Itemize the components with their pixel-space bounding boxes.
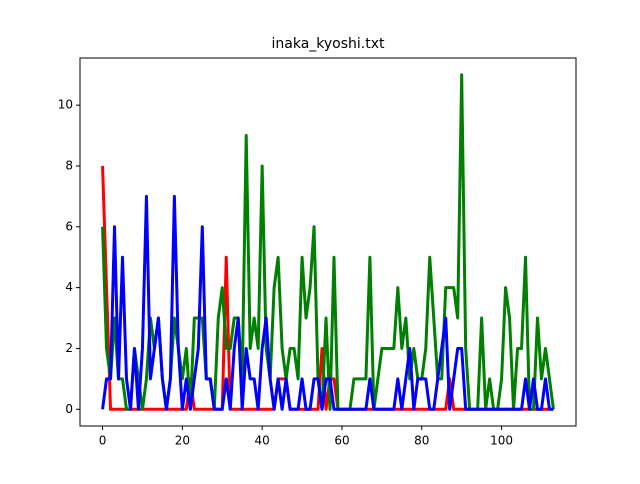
y-tick-label: 8 <box>65 158 73 172</box>
y-tick-label: 10 <box>58 98 73 112</box>
y-tick-label: 4 <box>65 280 73 294</box>
plot-frame <box>79 57 577 427</box>
y-tick-label: 6 <box>65 219 73 233</box>
x-tick-label: 40 <box>255 434 270 448</box>
x-tick-label: 60 <box>334 434 349 448</box>
y-tick-label: 2 <box>65 341 73 355</box>
chart-title: inaka_kyoshi.txt <box>271 36 385 52</box>
y-tick-label: 0 <box>65 402 73 416</box>
x-tick-label: 0 <box>99 434 107 448</box>
x-tick-label: 100 <box>490 434 513 448</box>
line-series <box>101 194 554 411</box>
x-tick-label: 80 <box>414 434 429 448</box>
x-tick-label: 20 <box>175 434 190 448</box>
